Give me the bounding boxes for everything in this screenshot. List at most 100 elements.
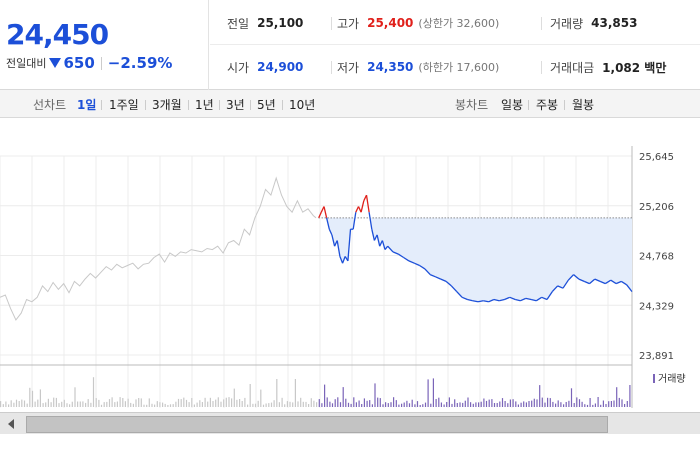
volume-bar: [228, 397, 230, 407]
period-1w[interactable]: 1주일: [109, 98, 139, 112]
quote-stats: 전일 25,100 고가 25,400 (상한가 32,600) 거래량 43,…: [210, 0, 700, 90]
period-10y[interactable]: 10년: [289, 98, 316, 112]
period-3m[interactable]: 3개월: [152, 98, 182, 112]
volume-bar: [541, 397, 543, 407]
price-segment: [499, 298, 505, 302]
volume-bar: [2, 404, 4, 407]
price-segment: [488, 298, 495, 303]
chart-toolbar: 선차트 1일 1주일 3개월 1년 3년 5년 10년 봉차트 일봉 주봉 월봉: [0, 90, 700, 118]
price-segment: [341, 256, 346, 264]
price-segment: [621, 280, 628, 286]
volume-bar: [100, 404, 103, 407]
volume-bar: [438, 397, 440, 407]
volume-bar: [427, 379, 429, 407]
price-segment: [320, 206, 325, 213]
volume-bar: [517, 404, 519, 407]
volume-bar: [618, 397, 620, 407]
lower-limit: (하한가 17,600): [418, 61, 500, 74]
price-segment: [509, 296, 516, 301]
volume-bar: [589, 398, 591, 407]
volume-bar: [584, 404, 586, 407]
period-3y[interactable]: 3년: [226, 98, 245, 112]
volume-bars: [0, 377, 631, 407]
volume-bar: [491, 399, 493, 407]
volume-bar: [525, 402, 527, 407]
volume-bar: [337, 397, 339, 407]
stat-label: 저가: [337, 60, 360, 75]
volume-bar: [135, 399, 137, 407]
volume-bar: [281, 397, 283, 407]
volume-bar: [353, 397, 355, 407]
y-tick-label: 25,206: [639, 202, 674, 213]
scroll-left-button[interactable]: [0, 413, 22, 435]
volume-bar: [515, 401, 517, 407]
scroll-thumb[interactable]: [26, 416, 608, 433]
volume-bar: [403, 402, 405, 407]
volume-bar: [180, 399, 182, 407]
volume-bar: [63, 399, 65, 407]
stat-volume: 거래량 43,853: [550, 14, 637, 32]
volume-bar: [273, 400, 275, 407]
down-arrow-icon: [49, 58, 62, 68]
volume-bar: [401, 403, 403, 407]
volume-bar: [347, 402, 350, 407]
volume-bar: [536, 399, 538, 407]
volume-bar: [191, 398, 193, 407]
volume-bar: [629, 385, 631, 407]
period-5y[interactable]: 5년: [257, 98, 276, 112]
volume-bar: [236, 399, 238, 407]
volume-bar: [310, 398, 312, 407]
price-segment: [541, 296, 548, 301]
period-1d[interactable]: 1일: [77, 98, 97, 112]
volume-bar: [114, 402, 116, 407]
chart-scrollbar[interactable]: [0, 410, 700, 450]
volume-bar: [119, 397, 121, 407]
volume-bar: [39, 389, 41, 407]
volume-bar: [260, 389, 262, 407]
price-segment: [347, 229, 352, 261]
price-segment: [461, 296, 468, 301]
price-segment: [445, 280, 452, 287]
volume-bar: [74, 387, 76, 407]
divider: [541, 17, 542, 30]
volume-bar: [305, 401, 307, 407]
volume-bar: [302, 401, 304, 407]
divider: [331, 61, 332, 74]
volume-bar: [292, 402, 294, 407]
volume-bar: [424, 402, 427, 407]
stat-value: 25,100: [257, 16, 304, 30]
price-segment: [365, 195, 370, 213]
volume-bar: [552, 401, 554, 407]
divider: [528, 100, 529, 110]
period-1y[interactable]: 1년: [195, 98, 214, 112]
volume-bar: [209, 397, 211, 407]
volume-bar: [313, 400, 315, 407]
price-segment: [384, 245, 389, 251]
volume-bar: [66, 403, 68, 407]
volume-bar: [374, 383, 376, 407]
volume-bar: [148, 398, 150, 407]
period-daily[interactable]: 일봉: [501, 98, 524, 112]
y-tick-label: 24,329: [639, 301, 674, 312]
price-segment: [403, 256, 410, 262]
volume-bar: [454, 399, 456, 407]
period-monthly[interactable]: 월봉: [572, 98, 595, 112]
volume-bar: [31, 390, 34, 407]
scroll-track[interactable]: [0, 412, 700, 434]
volume-bar: [95, 398, 97, 407]
stat-label: 거래량: [550, 16, 584, 31]
volume-bar: [576, 397, 578, 407]
volume-bar: [201, 402, 203, 407]
price-segment: [467, 298, 473, 302]
stat-value: 24,900: [257, 60, 304, 74]
volume-bar: [254, 403, 257, 407]
volume-bar: [408, 403, 411, 407]
stat-open: 시가 24,900: [227, 58, 303, 76]
volume-bar: [523, 401, 525, 407]
price-segment: [450, 285, 458, 293]
volume-bar: [143, 404, 145, 407]
price-segment: [557, 285, 564, 289]
price-segment: [525, 297, 532, 301]
volume-bar: [605, 404, 607, 407]
period-weekly[interactable]: 주봉: [536, 98, 559, 112]
